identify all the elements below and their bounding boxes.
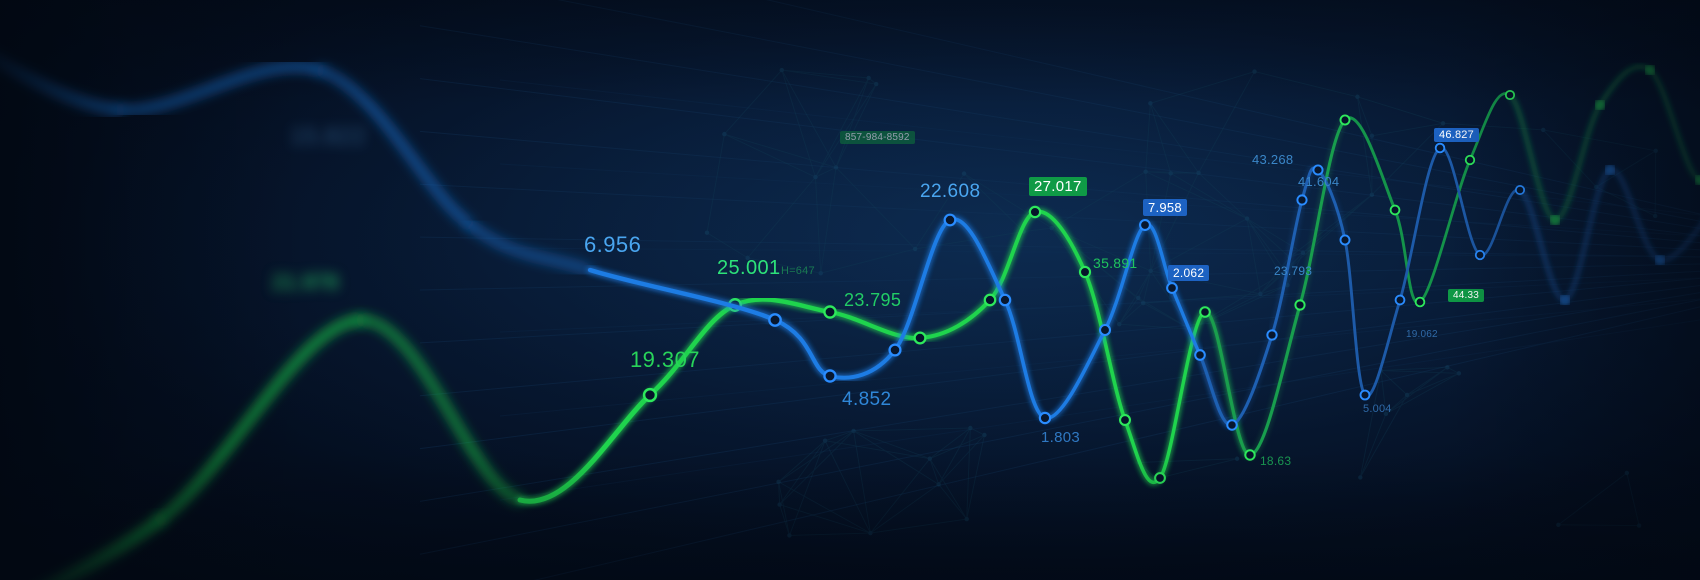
- blue-line-marker: [945, 215, 956, 226]
- green-line-marker: [1646, 66, 1654, 74]
- green-line-marker: [1120, 415, 1130, 425]
- blue-line-marker: [1516, 186, 1524, 194]
- green-line-marker: [1596, 101, 1604, 109]
- blue-line-marker: [1340, 235, 1349, 244]
- blue-line-marker: [1267, 330, 1276, 339]
- blue-line-marker: [1656, 256, 1664, 264]
- blue-line-marker: [1561, 296, 1569, 304]
- blue-line-marker: [1000, 295, 1010, 305]
- blue-line-marker: [824, 370, 835, 381]
- blue-line-marker: [1100, 325, 1110, 335]
- green-line-marker: [1245, 450, 1254, 459]
- green-line-marker: [1551, 216, 1559, 224]
- green-line-marker: [1080, 267, 1090, 277]
- green-line-marker: [1506, 91, 1514, 99]
- green-line-marker: [1416, 298, 1425, 307]
- blue-line-marker: [1606, 166, 1614, 174]
- world-map-backdrop: [0, 0, 1700, 580]
- blue-line-marker: [1396, 296, 1405, 305]
- blue-line-marker: [1476, 251, 1484, 259]
- green-line-marker: [1391, 206, 1400, 215]
- blue-line-marker: [1140, 220, 1150, 230]
- blue-line-marker: [1297, 195, 1306, 204]
- blue-line-marker: [1313, 165, 1322, 174]
- green-line-marker: [824, 306, 835, 317]
- green-line-marker: [1696, 176, 1700, 184]
- green-line-marker: [1155, 473, 1165, 483]
- green-line-marker: [1340, 115, 1349, 124]
- green-line-marker: [1200, 307, 1210, 317]
- blue-line-marker: [1361, 391, 1370, 400]
- green-line-marker: [1295, 300, 1304, 309]
- blue-line-marker: [1436, 144, 1445, 153]
- green-line-marker: [644, 389, 656, 401]
- green-line-marker: [1466, 156, 1475, 165]
- blue-line-marker: [1040, 413, 1050, 423]
- blue-line-marker: [890, 345, 901, 356]
- green-line-marker: [915, 333, 926, 344]
- blue-line-marker: [1167, 283, 1177, 293]
- green-line-marker: [1030, 207, 1040, 217]
- analytics-chart: [0, 0, 1700, 580]
- blue-line-marker: [769, 314, 780, 325]
- blue-line-marker: [1227, 420, 1236, 429]
- blue-line-marker: [1195, 350, 1205, 360]
- green-line-marker: [985, 295, 995, 305]
